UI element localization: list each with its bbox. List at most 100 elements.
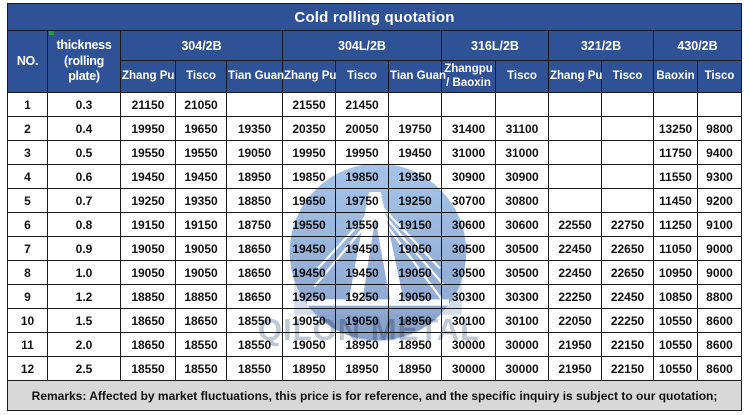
price-cell: 19950	[120, 116, 176, 141]
group-header-430-2b: 430/2B	[652, 30, 743, 61]
price-cell: 22450	[548, 236, 602, 261]
price-cell: 19450	[175, 164, 227, 189]
price-cell: 30000	[495, 332, 549, 357]
price-cell: 22450	[548, 260, 602, 285]
col-header-430-baoxin: Baoxin	[653, 60, 698, 93]
col-header-316l-zhangpu-baoxin: Zhangpu / Baoxin	[441, 60, 496, 93]
price-cell: 22750	[601, 212, 654, 237]
price-cell: 13250	[653, 116, 698, 141]
price-cell: 18950	[226, 164, 283, 189]
price-cell	[226, 92, 283, 117]
row-number-cell: 12	[7, 356, 48, 381]
price-cell: 21150	[120, 92, 176, 117]
price-cell: 19150	[388, 212, 442, 237]
row-number-cell: 6	[7, 212, 48, 237]
price-cell: 19450	[282, 236, 336, 261]
price-cell: 19150	[120, 212, 176, 237]
price-cell: 8600	[696, 356, 743, 381]
col-header-304-tisco: Tisco	[175, 60, 227, 93]
price-cell	[653, 92, 698, 117]
price-cell: 31000	[441, 140, 496, 165]
price-cell: 19250	[282, 284, 336, 309]
price-cell: 30900	[495, 164, 549, 189]
price-cell: 19450	[120, 164, 176, 189]
price-cell: 18950	[388, 308, 442, 333]
table-row: 1 0.3 21150 21050 21550 21450	[7, 92, 743, 117]
price-cell: 22550	[548, 212, 602, 237]
price-cell: 19050	[120, 236, 176, 261]
price-cell	[548, 92, 602, 117]
group-header-304-2b: 304/2B	[120, 30, 283, 61]
price-cell	[548, 116, 602, 141]
thickness-cell: 0.6	[47, 164, 121, 189]
col-header-316l-tisco: Tisco	[495, 60, 549, 93]
price-cell: 10550	[653, 332, 698, 357]
price-cell: 19050	[388, 284, 442, 309]
price-cell: 19450	[335, 260, 389, 285]
price-cell: 20050	[335, 116, 389, 141]
price-cell: 30100	[495, 308, 549, 333]
price-cell	[601, 92, 654, 117]
row-number-cell: 7	[7, 236, 48, 261]
row-number-cell: 11	[7, 332, 48, 357]
price-cell	[696, 92, 743, 117]
price-cell: 9000	[696, 236, 743, 261]
price-cell: 18850	[175, 284, 227, 309]
col-header-304l-zhangpu: Zhang Pu	[282, 60, 336, 93]
price-cell: 19650	[175, 116, 227, 141]
thickness-cell: 0.9	[47, 236, 121, 261]
table-row: 3 0.5 19550 19550 19050 19950 19950 19450 31000 3…	[7, 140, 743, 165]
price-cell: 18950	[282, 356, 336, 381]
price-cell: 18550	[226, 308, 283, 333]
price-cell: 19950	[282, 140, 336, 165]
price-cell: 30600	[495, 212, 549, 237]
price-cell: 22150	[601, 332, 654, 357]
price-cell: 10550	[653, 356, 698, 381]
price-cell: 21450	[335, 92, 389, 117]
price-cell: 18950	[388, 356, 442, 381]
table-row: 9 1.2 18850 18850 18650 19250 19250 19050 30300 3…	[7, 284, 743, 309]
price-cell: 30500	[495, 260, 549, 285]
table-row: 8 1.0 19050 19050 18650 19450 19450 19050 30500 3…	[7, 260, 743, 285]
price-cell: 19050	[282, 308, 336, 333]
thickness-cell: 1.2	[47, 284, 121, 309]
price-cell	[601, 188, 654, 213]
price-cell: 19450	[335, 236, 389, 261]
price-cell: 19050	[175, 236, 227, 261]
title-bar: Cold rolling quotation	[6, 3, 743, 31]
table-row: 5 0.7 19250 19350 18850 19650 19750 19250 30700 3…	[7, 188, 743, 213]
price-cell: 22250	[601, 308, 654, 333]
price-cell: 19550	[282, 212, 336, 237]
price-cell: 19350	[175, 188, 227, 213]
grade-group-header-row: NO. thickness (rolling plate) 304/2B 304…	[7, 30, 743, 93]
price-cell: 30800	[495, 188, 549, 213]
thickness-cell: 0.7	[47, 188, 121, 213]
price-cell: 18650	[226, 284, 283, 309]
price-cell: 18650	[226, 236, 283, 261]
row-number-cell: 3	[7, 140, 48, 165]
price-cell: 9200	[696, 188, 743, 213]
row-number-cell: 9	[7, 284, 48, 309]
price-cell: 18550	[226, 356, 283, 381]
price-cell: 18750	[226, 212, 283, 237]
row-number-cell: 10	[7, 308, 48, 333]
price-cell: 31000	[495, 140, 549, 165]
thickness-cell: 0.3	[47, 92, 121, 117]
price-cell: 20350	[282, 116, 336, 141]
price-cell: 18550	[120, 356, 176, 381]
price-cell: 30000	[495, 356, 549, 381]
price-cell: 18550	[226, 332, 283, 357]
price-cell: 9300	[696, 164, 743, 189]
price-cell: 21050	[175, 92, 227, 117]
row-number-cell: 1	[7, 92, 48, 117]
table-row: 11 2.0 18650 18550 18550 19050 18950 18950 30000…	[7, 332, 743, 357]
price-cell: 31400	[441, 116, 496, 141]
price-cell: 30600	[441, 212, 496, 237]
price-cell: 21550	[282, 92, 336, 117]
price-cell: 18650	[120, 308, 176, 333]
price-cell: 10850	[653, 284, 698, 309]
thickness-cell: 2.5	[47, 356, 121, 381]
price-cell: 18650	[175, 308, 227, 333]
price-cell: 9400	[696, 140, 743, 165]
price-cell: 19050	[282, 332, 336, 357]
